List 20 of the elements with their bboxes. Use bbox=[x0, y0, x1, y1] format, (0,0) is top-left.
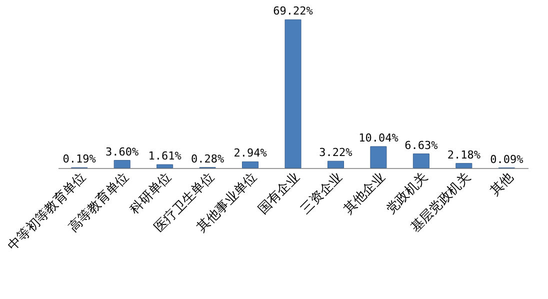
data-label: 0.19% bbox=[62, 152, 96, 166]
bar bbox=[412, 154, 430, 168]
bar bbox=[242, 161, 259, 168]
x-tick-label: 其他 bbox=[488, 170, 517, 199]
data-label: 69.22% bbox=[273, 4, 314, 18]
bar bbox=[456, 163, 472, 168]
bar bbox=[327, 160, 344, 168]
data-label: 1.61% bbox=[148, 150, 182, 163]
data-label: 0.09% bbox=[490, 152, 524, 166]
data-label: 0.28% bbox=[190, 152, 224, 166]
bar bbox=[370, 146, 387, 168]
data-label: 2.94% bbox=[234, 146, 268, 160]
data-label: 10.04% bbox=[358, 131, 399, 144]
data-label: 3.60% bbox=[106, 145, 140, 158]
bar bbox=[284, 19, 302, 168]
data-label: 3.22% bbox=[319, 146, 353, 160]
bar bbox=[156, 164, 174, 168]
data-label: 6.63% bbox=[404, 138, 438, 152]
bar bbox=[114, 160, 130, 168]
data-label: 2.18% bbox=[447, 148, 481, 162]
